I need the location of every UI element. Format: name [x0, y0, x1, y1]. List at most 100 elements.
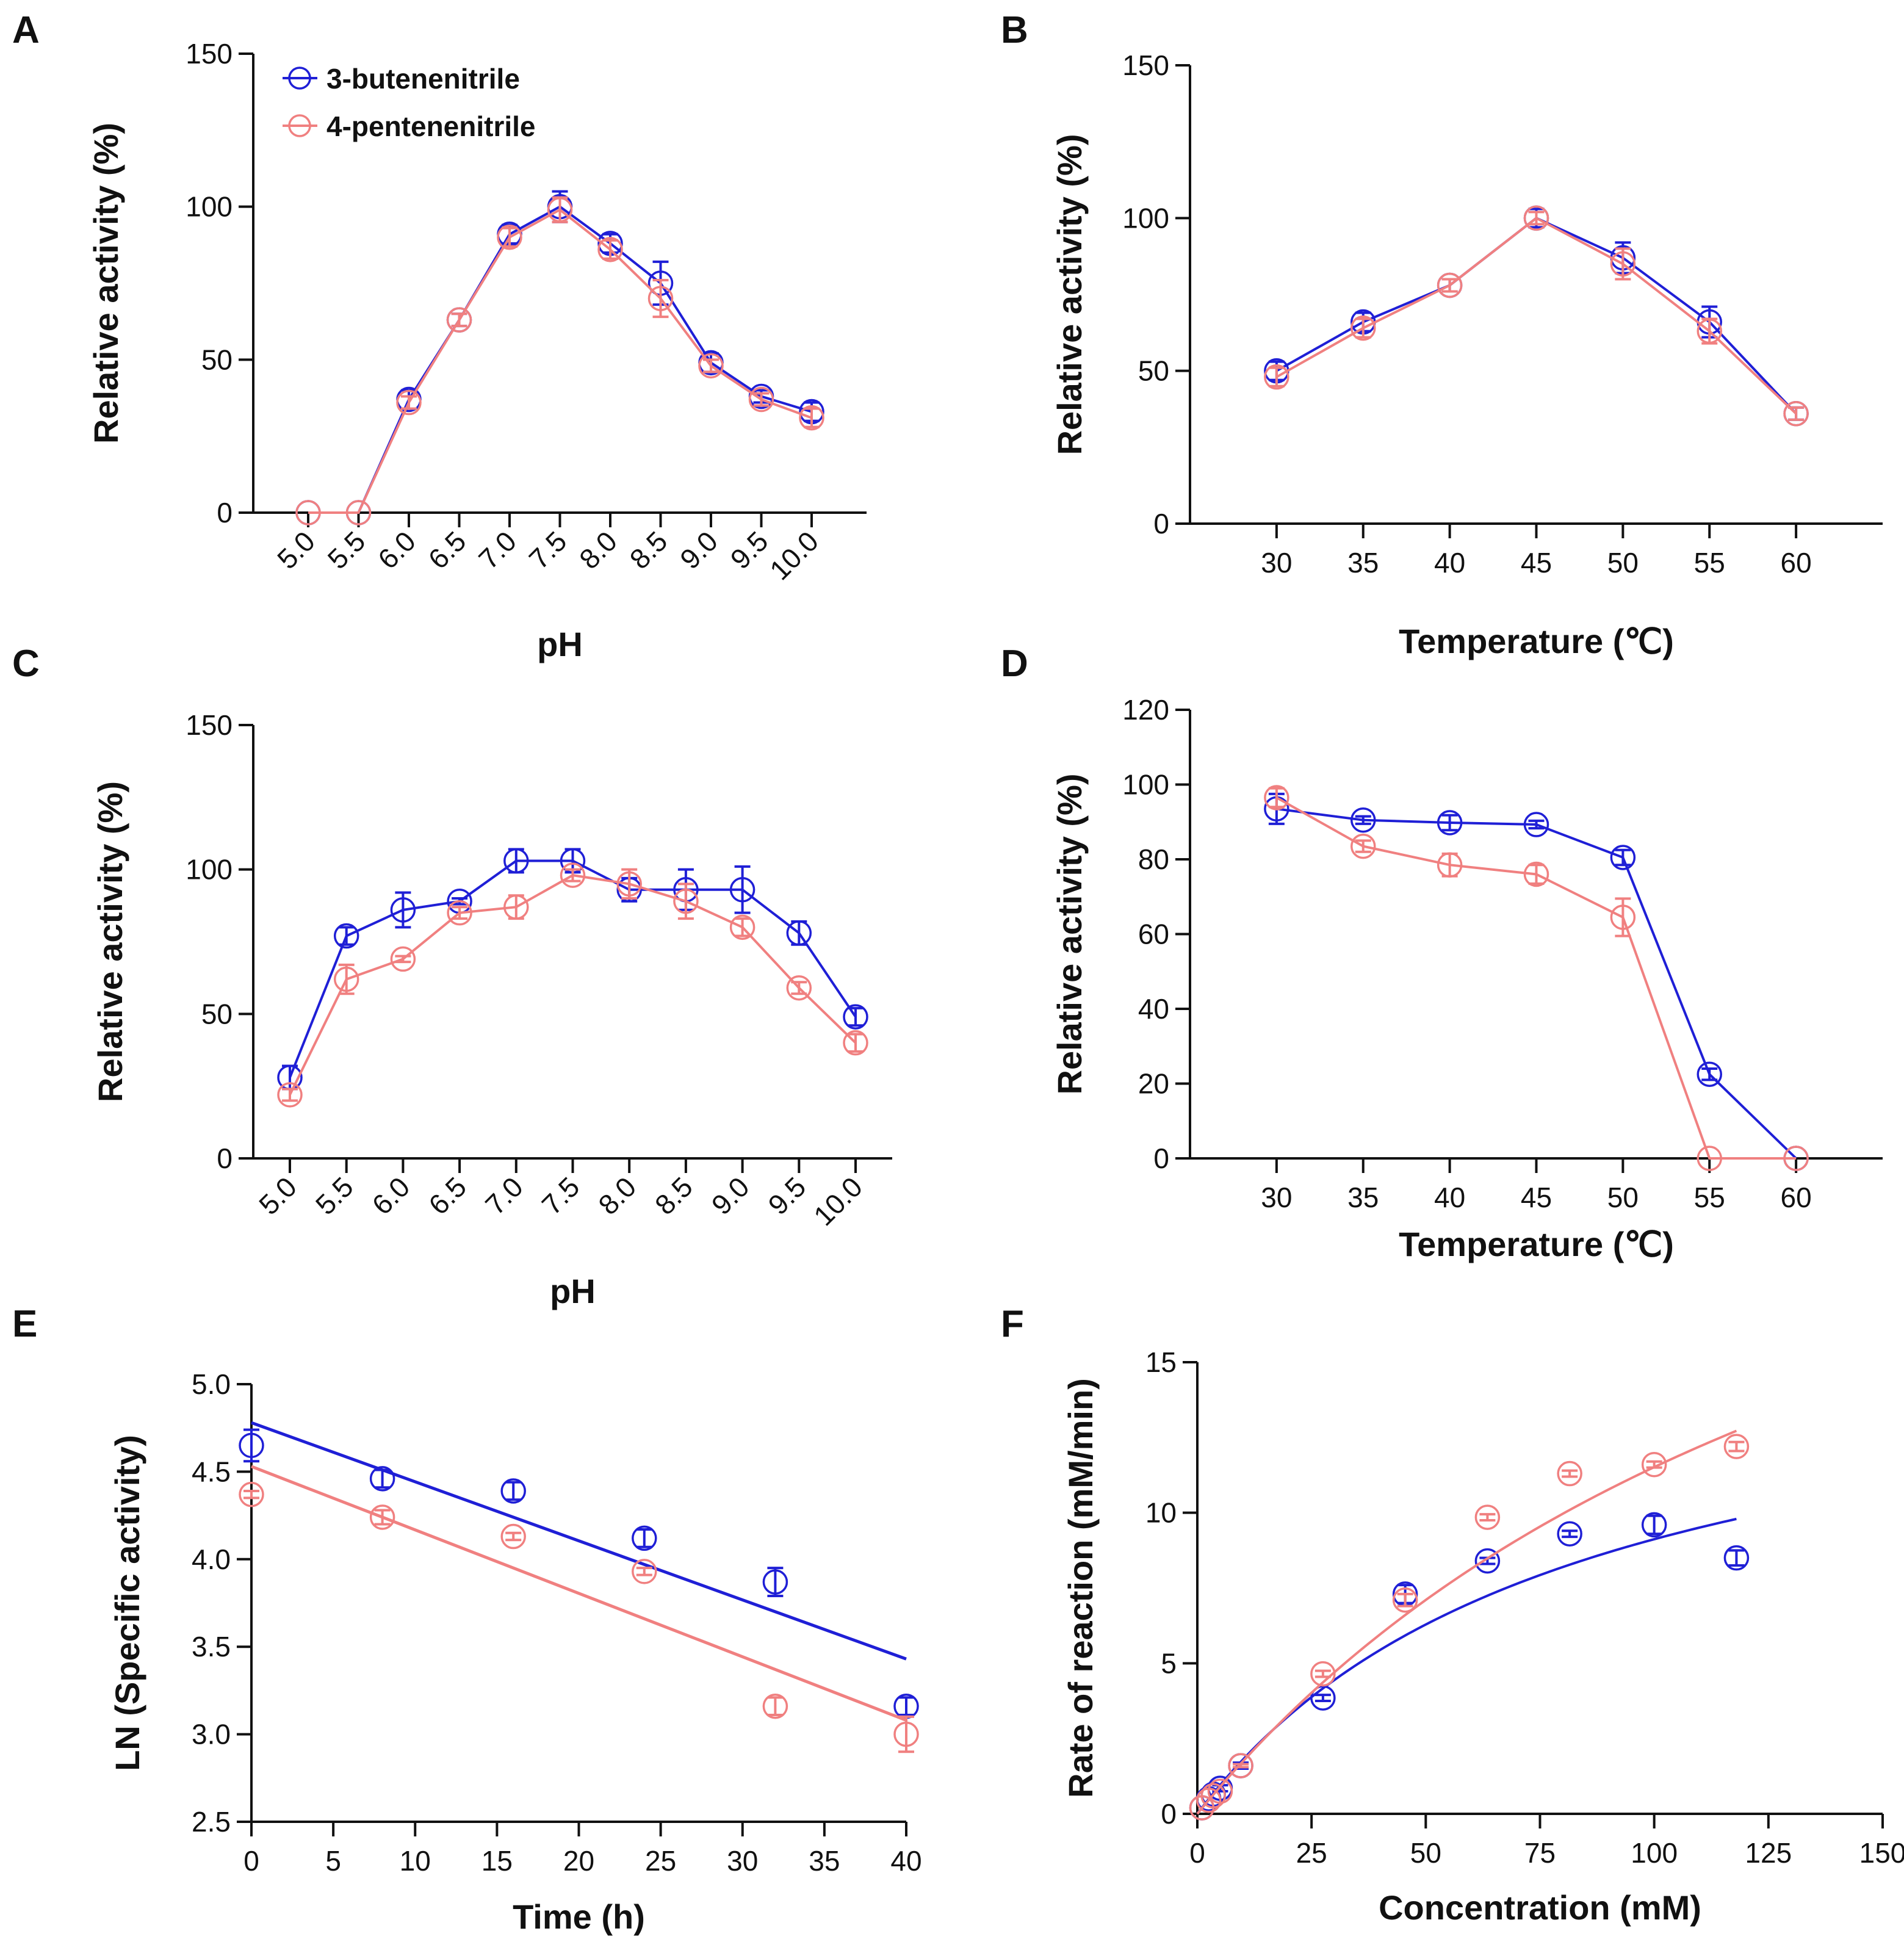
x-tick-label: 5.5	[322, 525, 372, 575]
x-tick-label: 30	[1261, 547, 1292, 579]
x-tick-label: 50	[1607, 547, 1639, 579]
y-axis-title: Relative activity (%)	[1050, 134, 1089, 455]
data-point	[369, 1504, 395, 1530]
x-tick-label: 125	[1745, 1837, 1792, 1869]
data-point	[503, 848, 529, 874]
data-point	[390, 946, 416, 972]
legend-marker	[288, 67, 311, 90]
data-point	[446, 307, 472, 333]
x-tick-label: 9.0	[705, 1171, 755, 1221]
y-tick-label: 15	[1145, 1346, 1177, 1378]
data-point	[616, 871, 642, 897]
series-2	[277, 862, 868, 1108]
fit-curve	[1196, 1429, 1737, 1815]
y-axis-title: Relative activity (%)	[91, 781, 129, 1102]
x-tick-label: 10	[400, 1845, 431, 1877]
x-tick-label: 35	[1347, 1182, 1379, 1213]
data-point	[1783, 401, 1809, 427]
data-point	[369, 1466, 395, 1492]
fit-line	[251, 1421, 907, 1661]
panel-letter-E: E	[12, 1303, 37, 1345]
y-tick-label: 150	[1122, 49, 1169, 81]
y-tick-label: 0	[1161, 1798, 1177, 1830]
series-line	[1276, 807, 1797, 1160]
data-point	[1350, 807, 1376, 833]
x-tick-label: 7.5	[523, 525, 573, 575]
data-point	[396, 389, 422, 416]
series-1	[1189, 1512, 1750, 1821]
data-point	[786, 920, 812, 946]
x-tick-label: 35	[809, 1845, 840, 1877]
data-point	[1264, 785, 1289, 810]
panel-E: E 2.5 3.0 3.5 4.0 4.5 5.0 0 5 10 15 20 25 30 35 40 Time …	[12, 1303, 922, 1936]
x-tick-label: 150	[1859, 1837, 1904, 1869]
data-point	[345, 500, 372, 525]
series-2	[239, 1465, 919, 1753]
data-point	[1610, 251, 1636, 277]
data-point	[1523, 812, 1549, 837]
data-point	[1610, 845, 1636, 870]
x-tick-label: 40	[1434, 1182, 1465, 1213]
data-point	[239, 1481, 264, 1507]
y-tick-label: 0	[1153, 1142, 1169, 1174]
data-point	[239, 1432, 264, 1459]
x-tick-label: 30	[727, 1845, 758, 1877]
data-point	[277, 1082, 303, 1108]
x-tick-label: 7.0	[479, 1171, 529, 1221]
data-point	[1641, 1512, 1667, 1538]
x-tick-label: 7.5	[536, 1171, 586, 1221]
series-1	[1264, 205, 1809, 427]
series-line	[308, 205, 812, 514]
data-point	[799, 405, 824, 431]
data-point	[729, 914, 755, 940]
data-point	[1200, 1783, 1226, 1809]
y-axis-title: Rate of reaction (mM/min)	[1061, 1378, 1100, 1798]
data-point	[1557, 1521, 1582, 1547]
data-point	[1783, 1146, 1809, 1171]
y-tick-label: 100	[1122, 202, 1169, 234]
y-tick-label: 80	[1138, 843, 1169, 875]
fit-line	[251, 1465, 907, 1722]
data-point	[1474, 1504, 1501, 1530]
y-tick-label: 150	[186, 38, 233, 70]
y-tick-label: 0	[217, 497, 233, 529]
x-tick-label: 6.0	[372, 525, 422, 575]
x-tick-label: 9.5	[762, 1171, 812, 1221]
panel-letter-C: C	[12, 643, 40, 685]
y-tick-label: 60	[1138, 919, 1169, 950]
data-point	[1474, 1548, 1501, 1574]
x-tick-label: 5.0	[271, 525, 321, 575]
data-point	[673, 888, 699, 914]
x-tick-label: 6.5	[422, 1171, 472, 1221]
series-1	[239, 1421, 919, 1719]
data-point	[632, 1559, 657, 1584]
data-point	[762, 1569, 788, 1595]
data-point	[447, 900, 472, 926]
x-tick-label: 7.0	[472, 525, 522, 575]
x-axis-title: Concentration (mM)	[1379, 1888, 1701, 1927]
x-tick-label: 6.0	[366, 1171, 416, 1221]
data-point	[632, 1525, 657, 1551]
data-point	[1228, 1753, 1253, 1778]
data-point	[560, 862, 586, 888]
y-tick-label: 4.0	[192, 1543, 231, 1575]
x-tick-label: 8.5	[649, 1171, 699, 1221]
x-tick-label: 50	[1410, 1837, 1441, 1869]
data-point	[1207, 1778, 1233, 1804]
data-point	[843, 1030, 868, 1056]
x-tick-label: 35	[1347, 547, 1379, 579]
y-axis-title: Relative activity (%)	[87, 123, 125, 444]
data-point	[333, 923, 359, 949]
y-tick-label: 0	[217, 1142, 233, 1174]
series-2	[1264, 205, 1809, 427]
y-tick-label: 5	[1161, 1647, 1177, 1679]
series-line	[289, 874, 857, 1096]
fit-curve	[1196, 1517, 1737, 1815]
series-1	[1264, 792, 1809, 1171]
series-1	[277, 848, 868, 1091]
y-tick-label: 10	[1145, 1497, 1177, 1529]
y-tick-label: 40	[1138, 993, 1169, 1025]
data-point	[1697, 1061, 1722, 1087]
data-point	[500, 1478, 526, 1504]
